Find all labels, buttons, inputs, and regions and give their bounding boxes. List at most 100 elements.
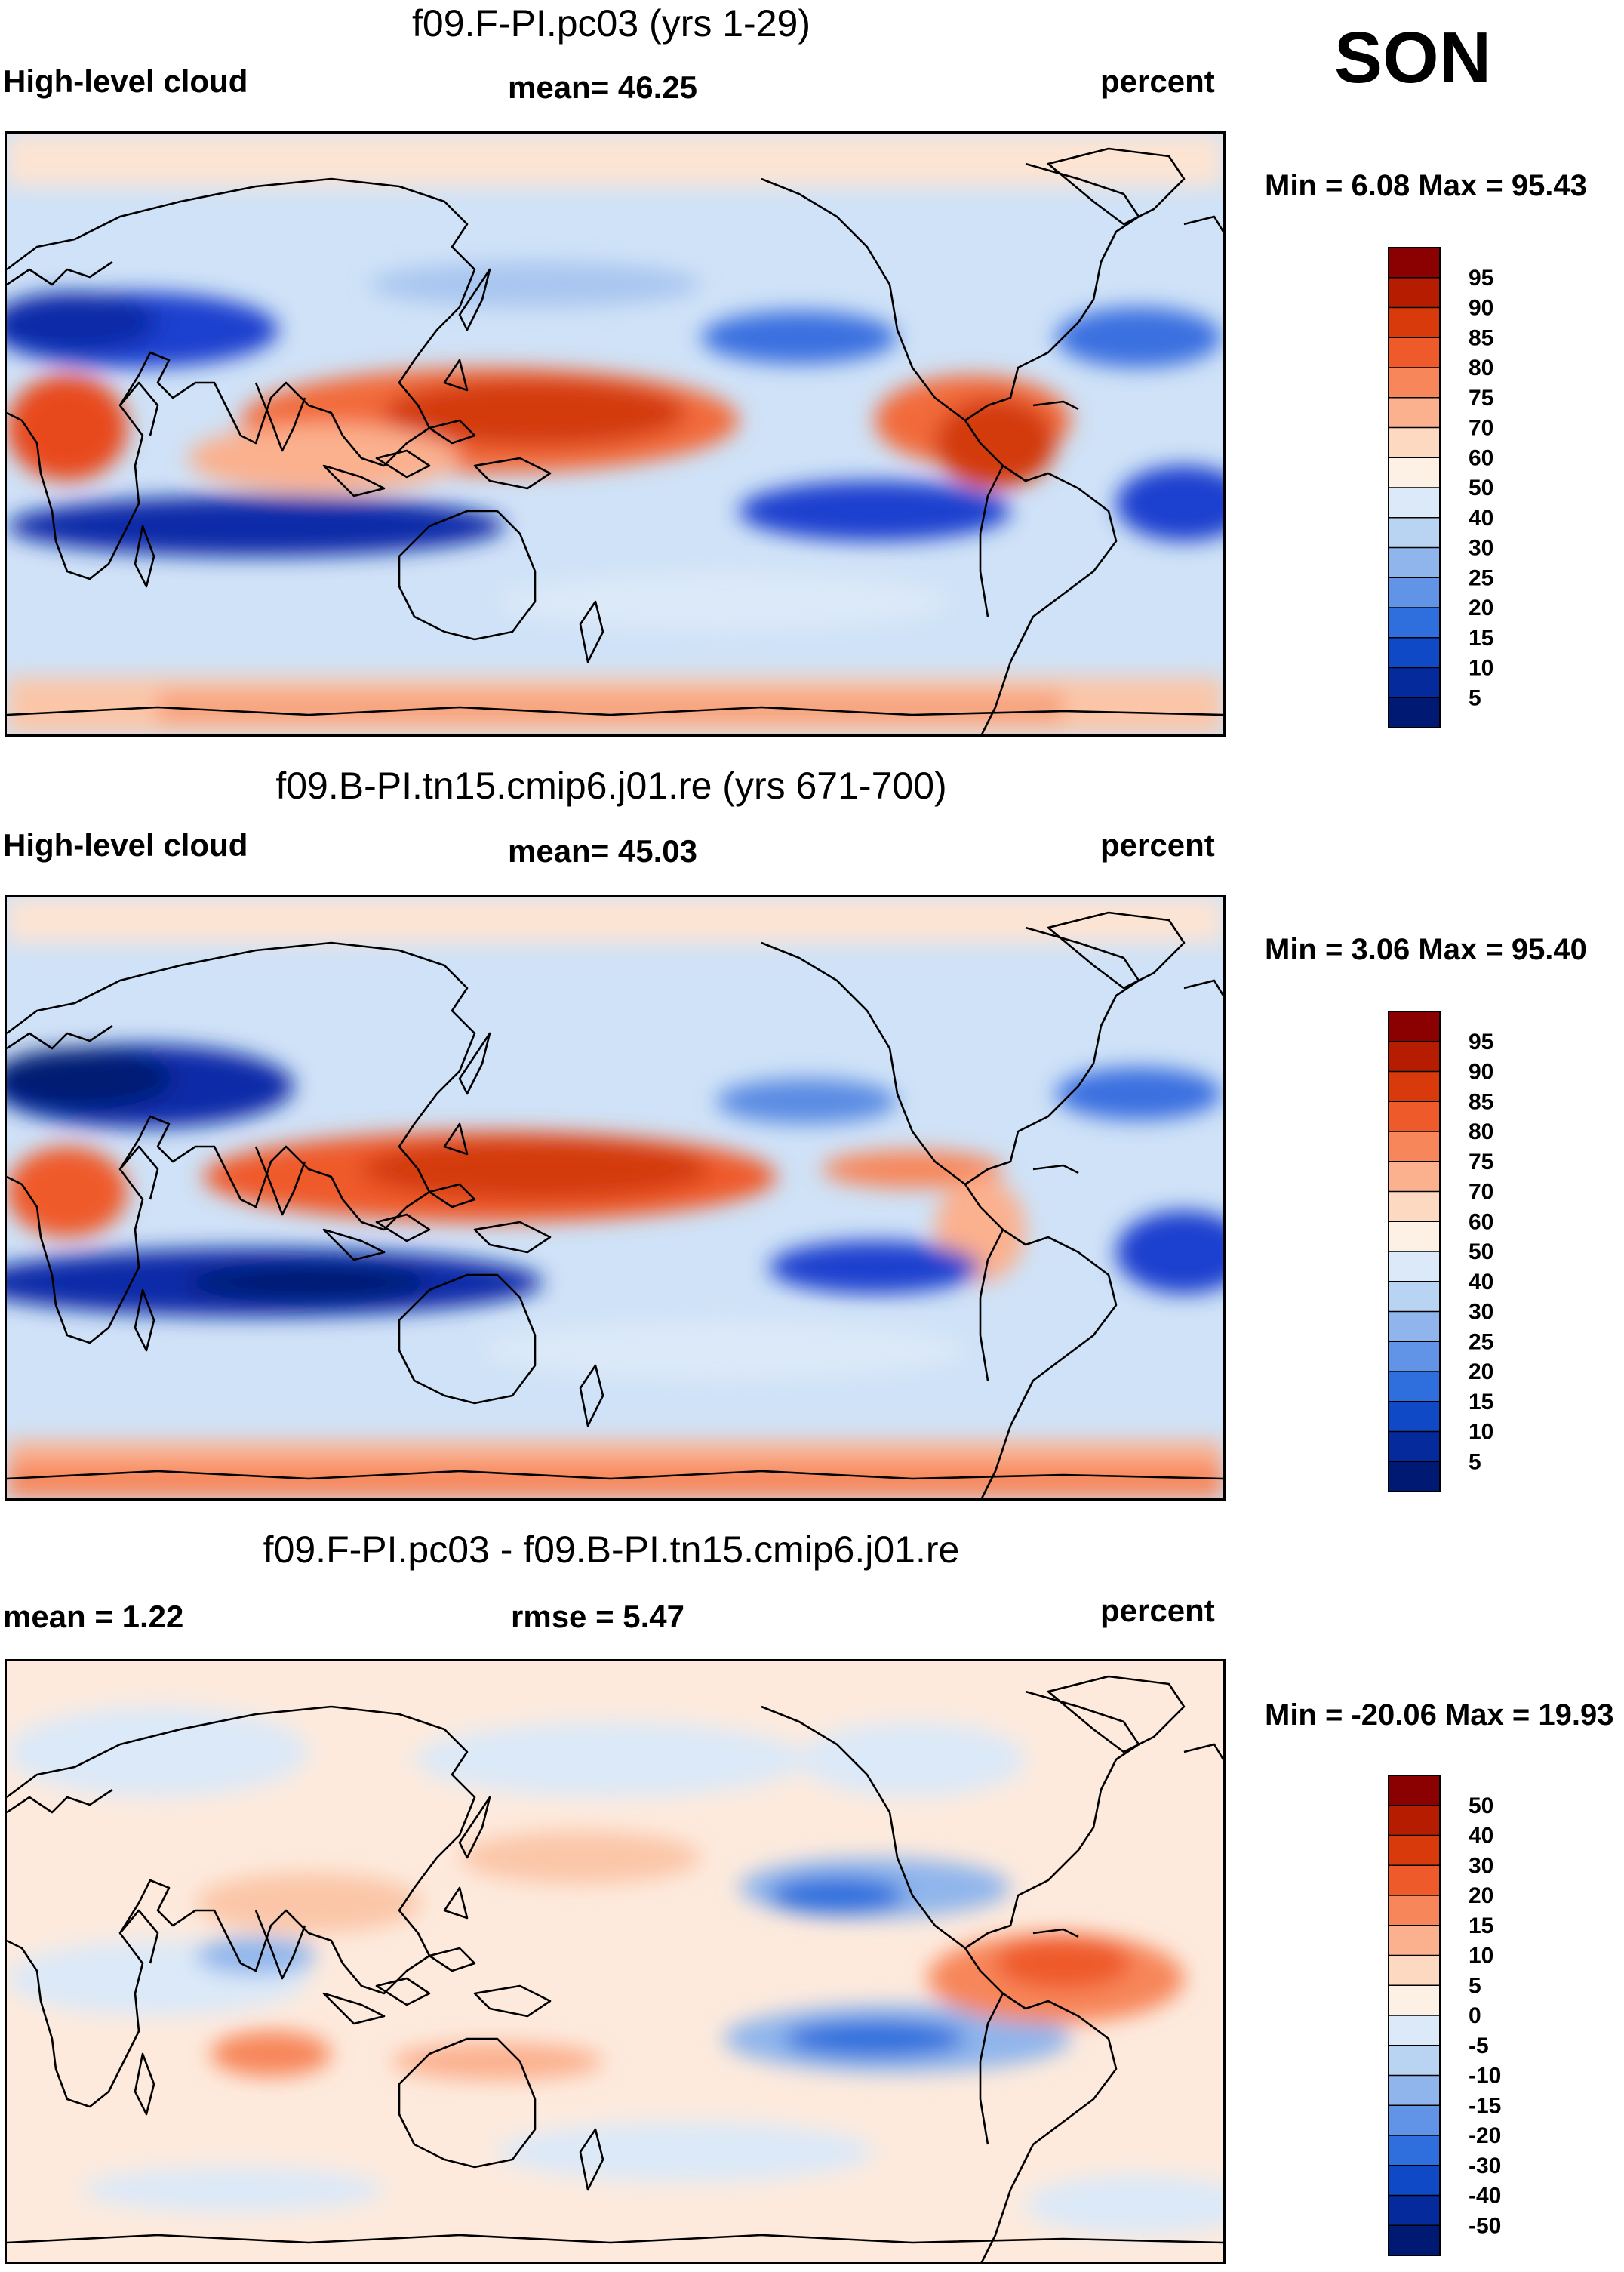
colorbar-swatch <box>1389 457 1440 488</box>
colorbar-swatch <box>1389 2015 1440 2046</box>
colorbar-tick-label: 90 <box>1469 296 1493 321</box>
colorbar-tick-label: 95 <box>1469 266 1493 291</box>
colorbar-swatch <box>1389 1131 1440 1162</box>
colorbar-tick-label: 30 <box>1469 1300 1493 1325</box>
colorbar-swatch <box>1389 397 1440 428</box>
colorbar-swatch <box>1389 488 1440 519</box>
colorbar-swatch <box>1389 517 1440 548</box>
colorbar-tick-label: -40 <box>1469 2184 1501 2209</box>
colorbar-tick-label: 90 <box>1469 1060 1493 1085</box>
colorbar-tick-label: -50 <box>1469 2213 1501 2238</box>
colorbar-tick-label: 60 <box>1469 445 1493 470</box>
colorbar-swatch <box>1389 637 1440 668</box>
colorbar-tick-label: 80 <box>1469 356 1493 380</box>
colorbar-swatch <box>1389 1775 1440 1806</box>
colorbar-swatch <box>1389 2075 1440 2106</box>
colorbar-swatch <box>1389 2135 1440 2166</box>
panel-2-title: f09.B-PI.tn15.cmip6.j01.re (yrs 671-700) <box>275 765 947 807</box>
panel-1-minmax: Min = 6.08 Max = 95.43 <box>1265 169 1587 202</box>
colorbar-tick-label: -15 <box>1469 2093 1501 2118</box>
colorbar-tick-label: 25 <box>1469 1329 1493 1354</box>
panel-3-mean-label: mean = 1.22 <box>3 1599 184 1634</box>
colorbar-swatch <box>1389 248 1440 279</box>
colorbar-swatch <box>1389 697 1440 728</box>
panel-2-minmax: Min = 3.06 Max = 95.40 <box>1265 933 1587 966</box>
panel-1-colorbar: 95 90 85 80 75 70 60 50 40 30 25 20 15 10 5 <box>1388 247 1493 728</box>
colorbar-swatch <box>1389 1251 1440 1282</box>
colorbar-swatch <box>1389 1011 1440 1042</box>
colorbar-tick-label: 10 <box>1469 1420 1493 1445</box>
colorbar-swatch <box>1389 667 1440 698</box>
colorbar-swatch <box>1389 1341 1440 1372</box>
colorbar-tick-label: 75 <box>1469 386 1493 411</box>
colorbar-swatch <box>1389 368 1440 399</box>
panel-2-map <box>5 895 1226 1501</box>
colorbar-tick-label: 50 <box>1469 1239 1493 1264</box>
colorbar-swatch <box>1389 1955 1440 1986</box>
colorbar-tick-label: -20 <box>1469 2123 1501 2148</box>
colorbar-tick-label: -30 <box>1469 2153 1501 2178</box>
colorbar-tick-label: 20 <box>1469 596 1493 620</box>
colorbar-swatch <box>1389 1985 1440 2016</box>
panel-1-map <box>5 131 1226 737</box>
panel-3-minmax: Min = -20.06 Max = 19.93 <box>1265 1698 1614 1732</box>
colorbar-tick-label: 10 <box>1469 1944 1493 1969</box>
colorbar-swatch <box>1389 1461 1440 1492</box>
colorbar-swatch <box>1389 1101 1440 1132</box>
panel-3-map <box>5 1659 1226 2264</box>
colorbar-swatch <box>1389 1311 1440 1342</box>
colorbar-swatch <box>1389 1191 1440 1222</box>
colorbar-swatch <box>1389 2165 1440 2196</box>
colorbar-tick-label: 30 <box>1469 536 1493 561</box>
colorbar-tick-label: 40 <box>1469 1824 1493 1849</box>
colorbar-swatch <box>1389 1805 1440 1836</box>
panel-3-units-label: percent <box>1100 1593 1215 1628</box>
colorbar-swatch <box>1389 2045 1440 2076</box>
colorbar-swatch <box>1389 1372 1440 1402</box>
colorbar-swatch <box>1389 307 1440 338</box>
colorbar-swatch <box>1389 2225 1440 2256</box>
colorbar-swatch <box>1389 2195 1440 2226</box>
colorbar-swatch <box>1389 1041 1440 1072</box>
colorbar-tick-label: 80 <box>1469 1119 1493 1144</box>
colorbar-tick-label: 25 <box>1469 565 1493 590</box>
colorbar-tick-label: 5 <box>1469 685 1481 710</box>
colorbar-tick-label: 20 <box>1469 1883 1493 1908</box>
colorbar-tick-label: -5 <box>1469 2033 1489 2058</box>
colorbar-tick-label: 95 <box>1469 1030 1493 1054</box>
colorbar-tick-label: 15 <box>1469 1913 1493 1938</box>
colorbar-tick-label: 85 <box>1469 1089 1493 1114</box>
colorbar-tick-label: 70 <box>1469 416 1493 441</box>
panel-2-units-label: percent <box>1100 827 1215 863</box>
colorbar-swatch <box>1389 577 1440 608</box>
panel-3-title: f09.F-PI.pc03 - f09.B-PI.tn15.cmip6.j01.… <box>263 1529 960 1571</box>
colorbar-tick-label: 10 <box>1469 656 1493 681</box>
colorbar-swatch <box>1389 1161 1440 1192</box>
colorbar-swatch <box>1389 1895 1440 1926</box>
colorbar-swatch <box>1389 547 1440 578</box>
colorbar-tick-label: 50 <box>1469 476 1493 500</box>
colorbar-tick-label: 40 <box>1469 1270 1493 1295</box>
colorbar-tick-label: 5 <box>1469 1973 1481 1998</box>
panel-1-units-label: percent <box>1100 63 1215 99</box>
colorbar-tick-label: 50 <box>1469 1793 1493 1818</box>
colorbar-swatch <box>1389 337 1440 368</box>
colorbar-swatch <box>1389 1431 1440 1462</box>
season-label: SON <box>1334 17 1492 98</box>
colorbar-swatch <box>1389 1925 1440 1956</box>
colorbar-tick-label: 15 <box>1469 1390 1493 1415</box>
colorbar-tick-label: 20 <box>1469 1359 1493 1384</box>
colorbar-swatch <box>1389 277 1440 308</box>
colorbar-swatch <box>1389 1281 1440 1312</box>
colorbar-swatch <box>1389 608 1440 639</box>
colorbar-swatch <box>1389 1071 1440 1102</box>
panel-1-mean-label: mean= 46.25 <box>508 69 698 105</box>
colorbar-tick-label: 15 <box>1469 626 1493 651</box>
colorbar-swatch <box>1389 2105 1440 2136</box>
colorbar-tick-label: 0 <box>1469 2003 1481 2028</box>
colorbar-swatch <box>1389 427 1440 458</box>
panel-2-left-label: High-level cloud <box>3 827 248 863</box>
colorbar-tick-label: 30 <box>1469 1853 1493 1878</box>
panel-1-title: f09.F-PI.pc03 (yrs 1-29) <box>412 2 810 45</box>
panel-3-rmse-label: rmse = 5.47 <box>511 1599 685 1634</box>
